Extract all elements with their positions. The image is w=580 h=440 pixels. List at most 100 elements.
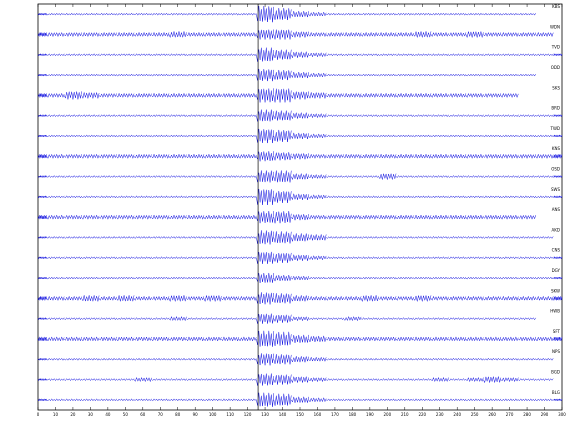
trace-segment (483, 256, 502, 260)
trace-segment (186, 317, 205, 321)
x-tick-label: 10 (53, 412, 59, 417)
trace-segment (168, 31, 187, 39)
trace-segment (273, 8, 292, 21)
trace-segment (395, 175, 414, 179)
trace-segment (500, 53, 519, 57)
trace-segment (361, 398, 379, 402)
trace-segment (430, 153, 449, 159)
trace-segment (37, 255, 47, 260)
trace-segment (46, 53, 65, 57)
trace-segment (535, 31, 554, 38)
trace-segment (343, 153, 362, 160)
trace-segment (413, 195, 432, 199)
trace-segment (81, 336, 100, 342)
x-tick-label: 250 (471, 412, 479, 417)
trace-segment (203, 336, 222, 342)
x-tick-label: 40 (105, 412, 111, 417)
trace-segment (291, 356, 309, 363)
trace-segment (81, 53, 100, 57)
trace-segment (378, 173, 397, 180)
x-tick-label: 60 (140, 412, 146, 417)
trace-segment (518, 53, 536, 57)
trace-segment (483, 235, 502, 239)
trace-segment (343, 315, 362, 322)
trace-segment (238, 134, 257, 138)
trace-segment (500, 153, 519, 160)
trace-segment (448, 175, 467, 178)
trace-segment (46, 317, 65, 321)
trace-segment (168, 114, 187, 118)
trace-segment (326, 256, 344, 260)
trace-segment (133, 53, 152, 57)
trace-segment (413, 175, 432, 179)
trace-segment (186, 53, 205, 57)
trace-segment (465, 12, 484, 16)
trace-segment (186, 73, 205, 77)
trace-segment (465, 153, 484, 160)
trace-segment (63, 295, 82, 302)
trace-segment (116, 134, 135, 138)
trace-segment (203, 378, 222, 381)
trace-segment (98, 256, 117, 260)
trace-segment (221, 53, 240, 57)
trace-segment (256, 353, 275, 366)
trace-segment (483, 53, 502, 57)
trace-segment (483, 92, 502, 99)
trace-segment (203, 53, 222, 57)
trace-label: KNS (552, 146, 561, 151)
trace-segment (360, 295, 379, 303)
trace-segment (256, 330, 275, 347)
trace-segment (168, 175, 187, 179)
trace-segment (360, 53, 379, 57)
trace-segment (553, 113, 563, 118)
trace-segment (151, 317, 170, 321)
trace-segment (343, 295, 362, 302)
trace-segment (46, 378, 65, 382)
trace-segment (81, 73, 100, 77)
trace-segment (64, 114, 82, 118)
trace-segment (133, 73, 152, 77)
trace-segment (500, 357, 519, 361)
plot-frame (37, 3, 563, 411)
trace-segment (37, 32, 47, 37)
trace-label: KBS (552, 4, 560, 9)
trace-segment (518, 235, 536, 239)
trace-segment (500, 336, 519, 342)
trace-segment (378, 236, 397, 239)
trace-segment (535, 276, 554, 280)
trace-segment (430, 73, 449, 77)
trace-segment (430, 336, 449, 342)
trace-segment (64, 153, 82, 160)
trace-segment (518, 357, 536, 361)
trace-segment (430, 175, 449, 179)
trace-segment (343, 53, 362, 57)
trace-label: TVD (551, 45, 560, 50)
trace-segment (430, 376, 449, 383)
trace-segment (448, 256, 467, 260)
trace-segment (168, 315, 187, 322)
trace-segment (256, 170, 275, 183)
trace-segment (430, 12, 449, 16)
trace-segment (168, 73, 187, 77)
trace-segment (64, 214, 82, 220)
trace-segment (64, 336, 82, 342)
trace-segment (430, 195, 449, 199)
trace-segment (37, 93, 47, 98)
trace-segment (308, 133, 327, 139)
trace-segment (518, 12, 537, 16)
trace-segment (361, 73, 379, 77)
trace-segment (46, 214, 65, 220)
trace-segment (308, 31, 327, 38)
trace-segment (81, 357, 100, 361)
trace-segment (465, 398, 484, 402)
trace-segment (291, 193, 309, 201)
trace-segment (360, 357, 379, 361)
trace-segment (518, 73, 537, 77)
trace-segment (186, 276, 205, 280)
trace-segment (395, 53, 414, 57)
trace-segment (46, 73, 65, 77)
trace-segment (413, 53, 432, 57)
trace-segment (483, 398, 502, 402)
trace-segment (413, 73, 432, 77)
trace-segment (64, 235, 82, 239)
